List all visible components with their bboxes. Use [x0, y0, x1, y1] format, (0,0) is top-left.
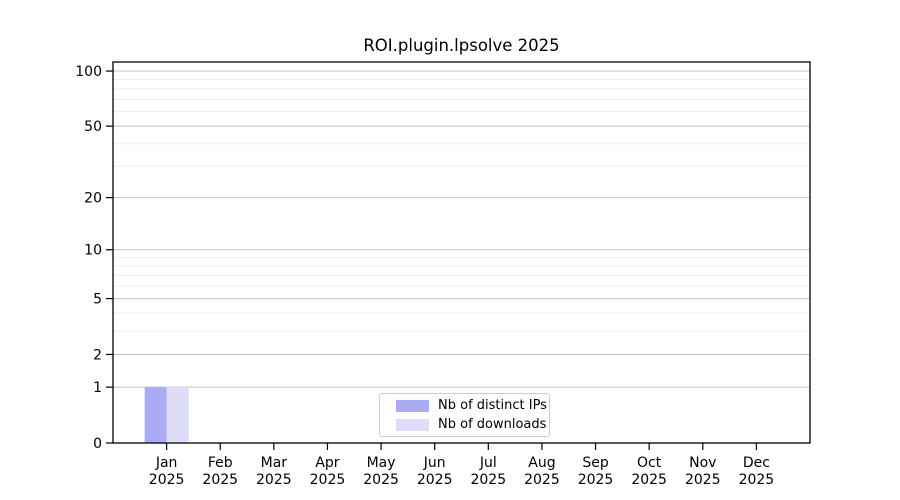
y-tick-label: 2 [93, 347, 102, 363]
x-tick-label-year: 2025 [149, 472, 185, 488]
x-tick-label-year: 2025 [631, 472, 667, 488]
x-tick-label-month: Aug [528, 455, 555, 471]
legend-label-distinct-ips: Nb of distinct IPs [438, 397, 547, 413]
x-tick-label-year: 2025 [256, 472, 292, 488]
x-tick-label-year: 2025 [417, 472, 453, 488]
x-tick-label-month: Jul [479, 455, 497, 471]
x-tick-label-month: Mar [261, 455, 288, 471]
x-tick-label-year: 2025 [202, 472, 238, 488]
legend-swatch-distinct-ips [396, 399, 429, 412]
x-tick-label-month: Dec [743, 455, 770, 471]
x-tick-label-month: Oct [637, 455, 662, 471]
x-tick-label-year: 2025 [685, 472, 721, 488]
legend: Nb of distinct IPs Nb of downloads [379, 393, 550, 437]
x-tick-label-year: 2025 [739, 472, 775, 488]
y-tick-label: 100 [75, 64, 102, 80]
x-tick-label-month: Jan [155, 455, 178, 471]
plot-border [112, 61, 811, 444]
x-tick-label-year: 2025 [578, 472, 614, 488]
chart-title: ROI.plugin.lpsolve 2025 [363, 36, 560, 55]
y-tick-label: 50 [84, 119, 102, 135]
x-tick-label-year: 2025 [363, 472, 399, 488]
y-tick-label: 20 [84, 191, 102, 207]
y-tick-label: 1 [93, 380, 102, 396]
legend-swatch-downloads [396, 418, 429, 431]
x-tick-label-year: 2025 [470, 472, 506, 488]
y-tick-label: 5 [93, 292, 102, 308]
legend-item-distinct-ips: Nb of distinct IPs [396, 398, 547, 413]
x-tick-label-month: Feb [208, 455, 233, 471]
x-tick-label-month: Nov [689, 455, 716, 471]
x-tick-label-month: Sep [582, 455, 609, 471]
legend-label-downloads: Nb of downloads [438, 416, 547, 432]
bar-distinct-ips-jan [144, 387, 167, 443]
y-tick-label: 0 [93, 436, 102, 452]
bar-downloads-jan [166, 387, 189, 443]
legend-item-downloads: Nb of downloads [396, 417, 546, 432]
x-tick-label-year: 2025 [310, 472, 346, 488]
x-tick-label-year: 2025 [524, 472, 560, 488]
x-tick-label-month: Jun [423, 455, 446, 471]
x-tick-label-month: May [367, 455, 396, 471]
y-tick-label: 10 [84, 243, 102, 259]
x-tick-label-month: Apr [315, 455, 339, 471]
